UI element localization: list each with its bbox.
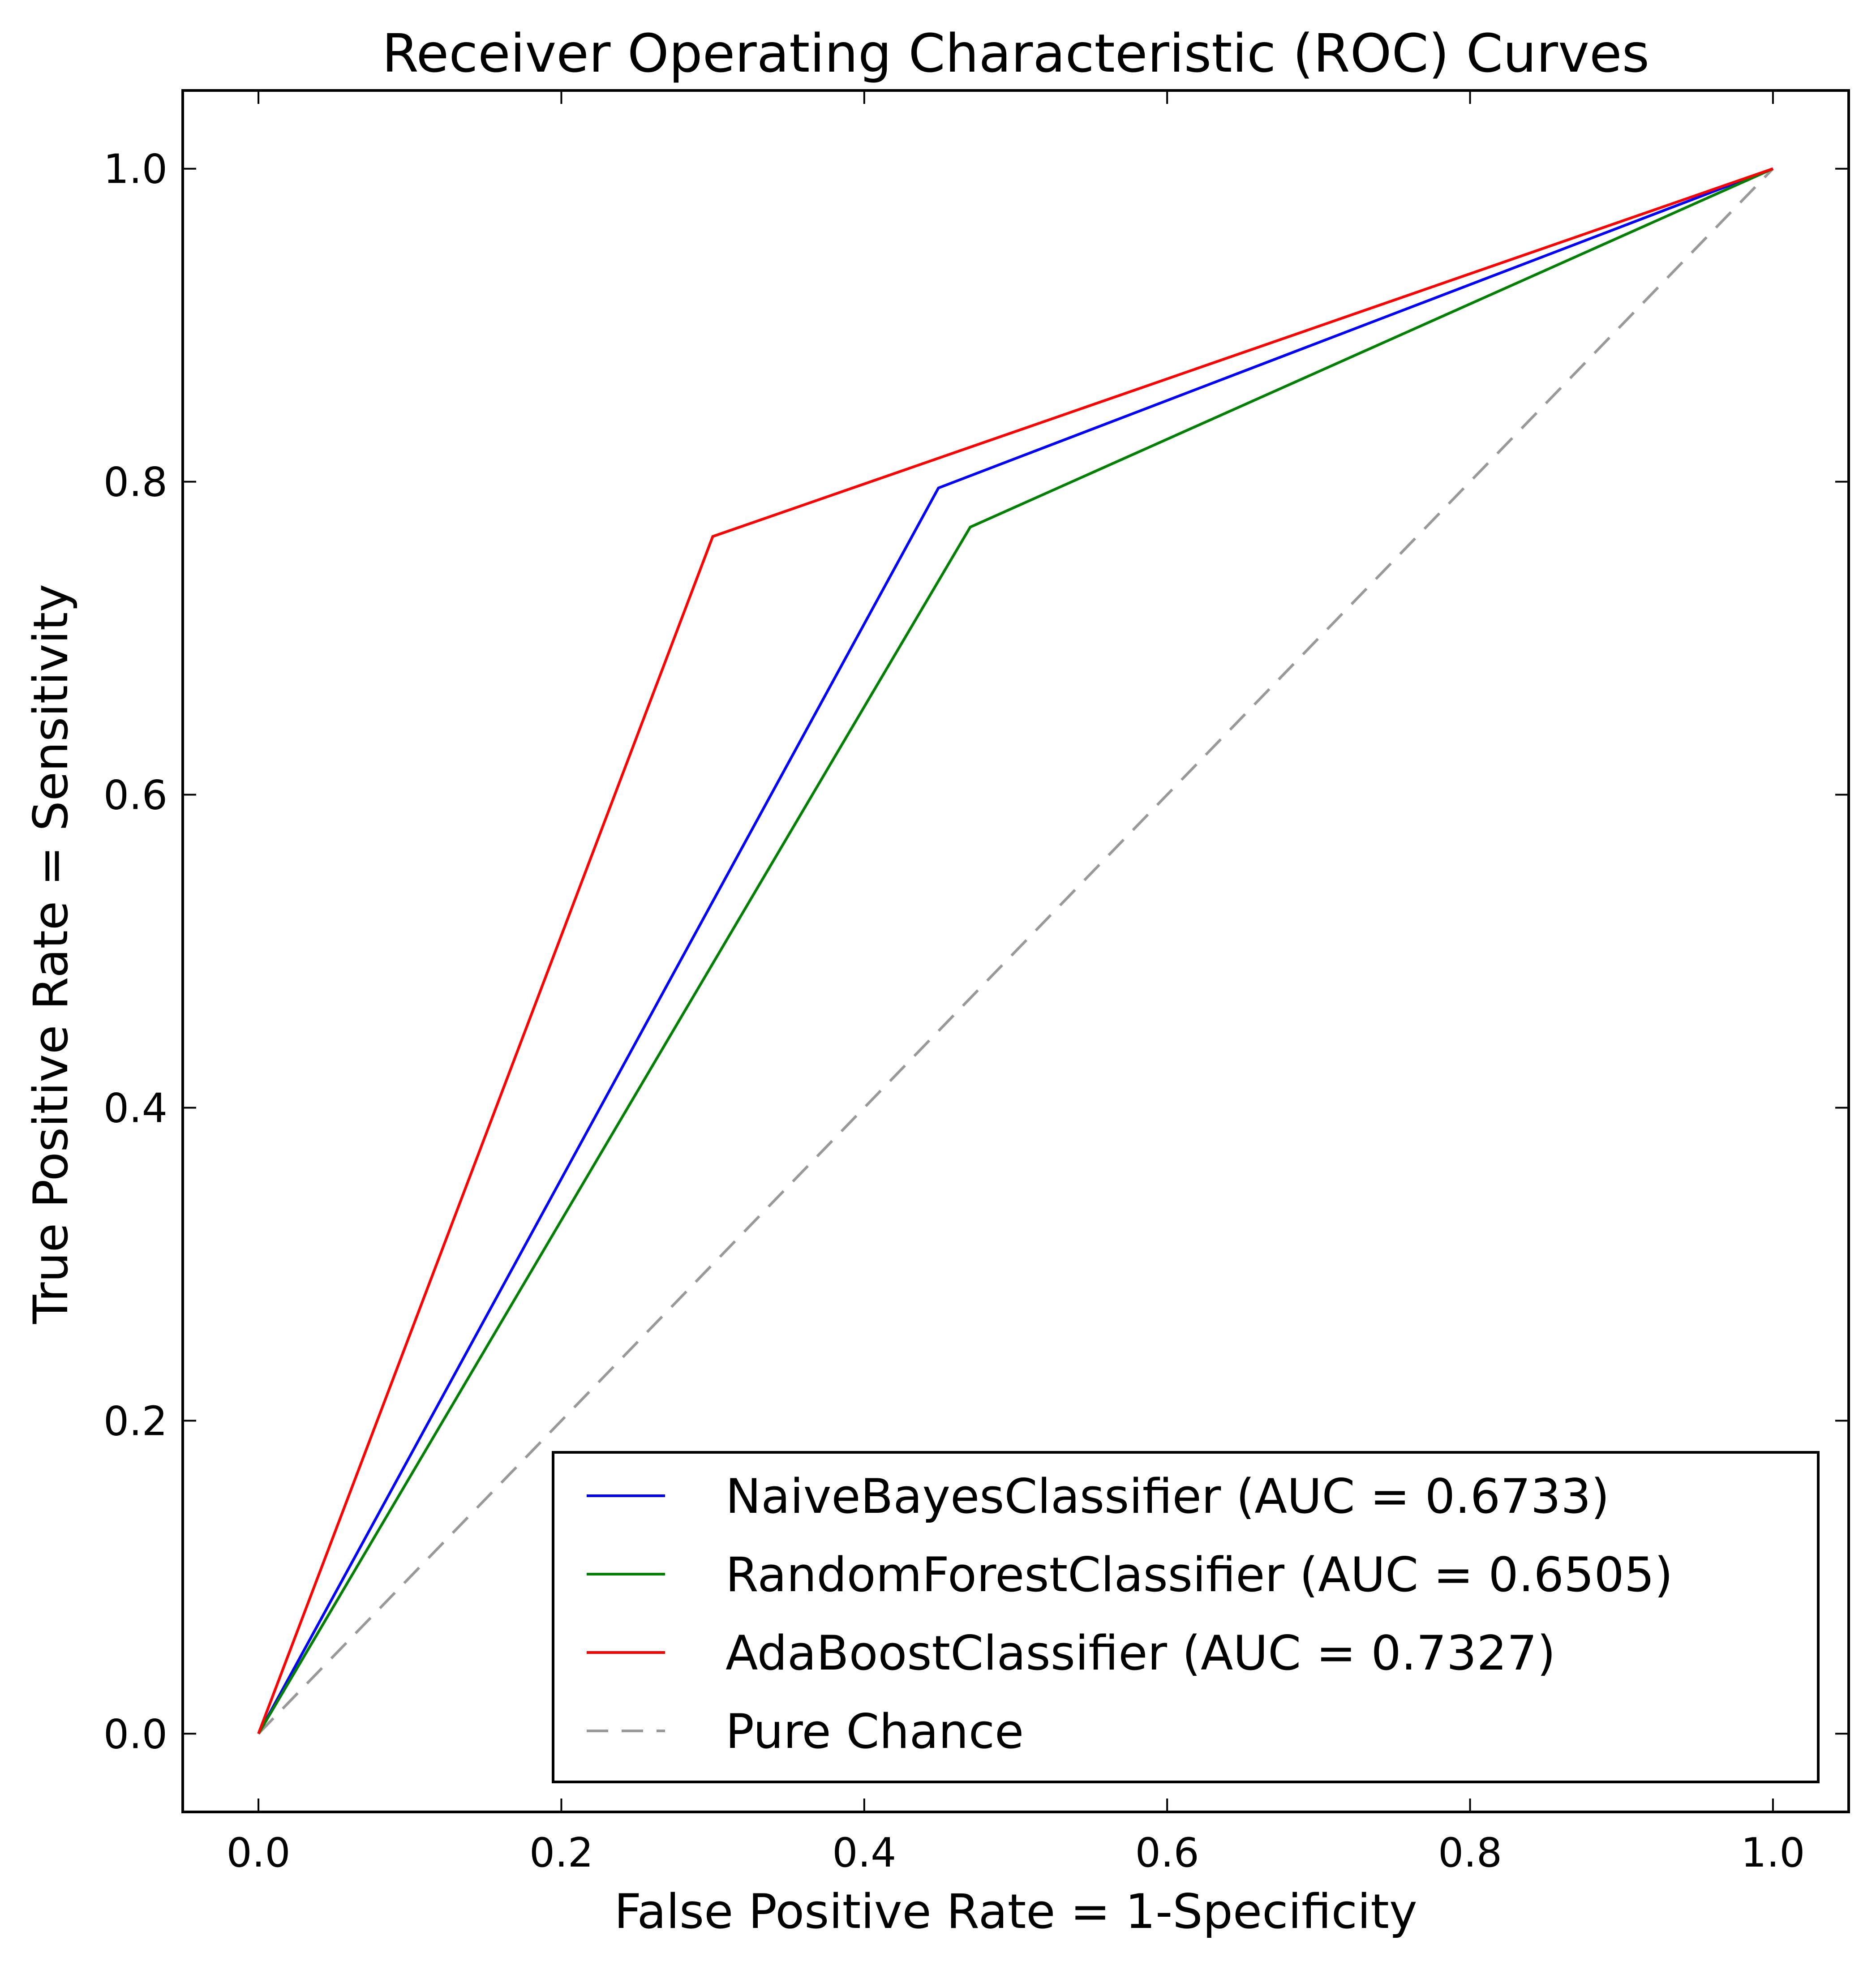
legend-label-3: Pure Chance [726, 1704, 1024, 1759]
legend-box [552, 1451, 1820, 1783]
y-tick-label: 0.4 [103, 1085, 167, 1132]
y-tick-label: 0.0 [103, 1711, 167, 1758]
legend: NaiveBayesClassifier (AUC = 0.6733) Rando… [552, 1451, 1820, 1783]
x-tick-label: 1.0 [1741, 1829, 1805, 1876]
y-tick-label: 0.2 [103, 1398, 167, 1445]
chart-title: Receiver Operating Characteristic (ROC) … [382, 22, 1649, 84]
axis-ticks: 0.0 0.2 0.4 0.6 0.8 1.0 0.0 0.2 0.4 0.6 0.8 1.0 [103, 90, 1849, 1876]
legend-label-1: RandomForestClassifier (AUC = 0.6505) [726, 1547, 1673, 1602]
plot-frame [181, 89, 1850, 1813]
x-tick-label: 0.8 [1438, 1829, 1502, 1876]
legend-label-0: NaiveBayesClassifier (AUC = 0.6733) [726, 1469, 1610, 1524]
x-tick-label: 0.4 [832, 1829, 896, 1876]
series-line-0 [257, 167, 1773, 1734]
y-tick-label: 0.6 [103, 772, 167, 819]
y-tick-label: 1.0 [103, 146, 167, 193]
x-tick-label: 0.2 [529, 1829, 593, 1876]
x-tick-label: 0.6 [1135, 1829, 1199, 1876]
plot-area [257, 167, 1774, 1735]
legend-label-2: AdaBoostClassifier (AUC = 0.7327) [726, 1626, 1556, 1681]
y-tick-label: 0.8 [103, 459, 167, 506]
series-line-1 [257, 167, 1774, 1734]
x-axis-label: False Positive Rate = 1-Specificity [614, 1884, 1417, 1939]
series-line-2 [257, 167, 1773, 1734]
series-line-3 [257, 167, 1774, 1735]
x-tick-label: 0.0 [227, 1829, 291, 1876]
y-axis-label: True Positive Rate = Sensitivity [23, 584, 78, 1324]
